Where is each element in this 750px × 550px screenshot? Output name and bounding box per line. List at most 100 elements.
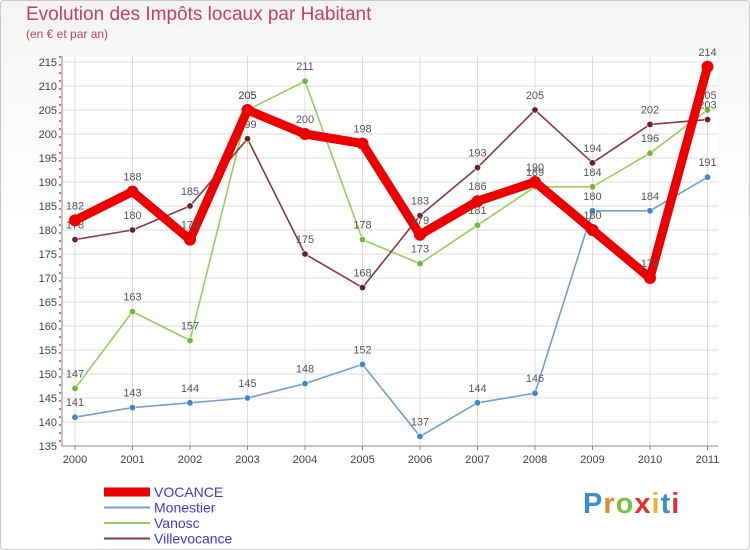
data-point bbox=[301, 380, 309, 388]
x-tick-label: 2009 bbox=[580, 454, 604, 466]
data-label: 179 bbox=[411, 215, 429, 227]
y-tick-label: 185 bbox=[39, 201, 57, 213]
legend-label: Monestier bbox=[154, 500, 216, 516]
series-line bbox=[74, 109, 709, 289]
x-tick-label: 2011 bbox=[696, 454, 720, 466]
x-tick-label: 2007 bbox=[465, 454, 489, 466]
data-label: 185 bbox=[181, 186, 199, 198]
data-point bbox=[416, 260, 424, 268]
y-tick-label: 135 bbox=[39, 441, 57, 453]
legend-label: VOCANCE bbox=[154, 484, 223, 500]
data-point bbox=[244, 135, 252, 143]
y-tick-label: 180 bbox=[39, 225, 57, 237]
data-point bbox=[473, 399, 481, 407]
y-tick-label: 165 bbox=[39, 297, 57, 309]
data-label: 173 bbox=[411, 244, 429, 256]
series-monestier: 141 143 144 145 148 152 137 144 146 180 184 191 bbox=[66, 157, 717, 440]
data-point bbox=[129, 226, 137, 234]
data-label: 186 bbox=[468, 181, 486, 193]
data-label: 152 bbox=[353, 344, 371, 356]
data-point bbox=[471, 195, 484, 208]
data-label: 180 bbox=[583, 210, 601, 222]
data-label: 183 bbox=[411, 196, 429, 208]
data-label: 163 bbox=[123, 292, 141, 304]
data-label: 194 bbox=[583, 143, 601, 155]
y-tick-label: 175 bbox=[39, 249, 57, 261]
data-label: 184 bbox=[641, 191, 659, 203]
data-point bbox=[646, 120, 654, 128]
y-tick-label: 200 bbox=[39, 129, 57, 141]
data-point bbox=[646, 149, 654, 157]
data-label: 196 bbox=[641, 133, 659, 145]
data-point bbox=[356, 137, 369, 150]
y-tick-label: 145 bbox=[39, 393, 57, 405]
data-point bbox=[588, 183, 596, 191]
data-point bbox=[416, 432, 424, 440]
data-point bbox=[301, 250, 309, 258]
data-point bbox=[703, 173, 711, 181]
data-label: 144 bbox=[181, 383, 199, 395]
data-label: 147 bbox=[66, 368, 84, 380]
data-label: 137 bbox=[411, 416, 429, 428]
x-tick-label: 2002 bbox=[178, 454, 202, 466]
data-label: 198 bbox=[353, 124, 371, 136]
y-tick-label: 190 bbox=[39, 177, 57, 189]
y-tick-label: 215 bbox=[39, 57, 57, 69]
data-point bbox=[531, 389, 539, 397]
chart-title: Evolution des Impôts locaux par Habitant bbox=[26, 4, 372, 25]
x-tick-label: 2005 bbox=[350, 454, 374, 466]
data-point bbox=[358, 360, 366, 368]
data-label: 205 bbox=[526, 90, 544, 102]
y-tick-label: 170 bbox=[39, 273, 57, 285]
data-point bbox=[416, 212, 424, 220]
series-villevocance: 178180185199175168183193205194202203 bbox=[66, 90, 717, 292]
data-point bbox=[186, 336, 194, 344]
data-point bbox=[473, 164, 481, 172]
data-label: 148 bbox=[296, 364, 314, 376]
x-tick-label: 2000 bbox=[63, 454, 87, 466]
data-point bbox=[588, 207, 596, 215]
data-point bbox=[301, 77, 309, 85]
data-label: 145 bbox=[238, 378, 256, 390]
y-tick-label: 195 bbox=[39, 153, 57, 165]
data-point bbox=[244, 394, 252, 402]
data-label: 180 bbox=[123, 210, 141, 222]
x-tick-label: 2010 bbox=[638, 454, 662, 466]
data-label: 146 bbox=[526, 373, 544, 385]
x-tick-label: 2008 bbox=[523, 454, 547, 466]
data-label: 205 bbox=[238, 90, 256, 102]
chart-subtitle: (en € et par an) bbox=[26, 27, 109, 41]
data-point bbox=[299, 128, 311, 140]
data-point bbox=[473, 221, 481, 229]
data-label: 189 bbox=[526, 167, 544, 179]
x-tick-label: 2003 bbox=[235, 454, 259, 466]
data-label: 191 bbox=[698, 157, 716, 169]
data-point bbox=[414, 228, 426, 241]
data-label: 178 bbox=[181, 220, 199, 232]
data-label: 188 bbox=[123, 172, 141, 184]
data-label: 144 bbox=[468, 383, 486, 395]
y-tick-label: 205 bbox=[39, 105, 57, 117]
series-line bbox=[74, 176, 709, 438]
data-label: 175 bbox=[296, 234, 314, 246]
data-label: 168 bbox=[353, 268, 371, 280]
data-point bbox=[71, 413, 79, 421]
y-tick-label: 160 bbox=[39, 321, 57, 333]
data-label: 143 bbox=[123, 388, 141, 400]
data-point bbox=[646, 207, 654, 215]
data-label: 211 bbox=[296, 61, 314, 73]
data-label: 214 bbox=[698, 47, 716, 59]
data-point bbox=[71, 236, 79, 244]
data-label: 190 bbox=[526, 162, 544, 174]
data-point bbox=[129, 404, 137, 412]
y-tick-label: 155 bbox=[39, 345, 57, 357]
data-point bbox=[531, 106, 539, 114]
x-tick-label: 2006 bbox=[408, 454, 432, 466]
data-point bbox=[701, 60, 714, 73]
data-label: 202 bbox=[641, 104, 659, 116]
data-point bbox=[69, 214, 81, 227]
series-vocance: 182 188 178 205 200 198 179 186 190 180 170 214 bbox=[66, 47, 717, 284]
